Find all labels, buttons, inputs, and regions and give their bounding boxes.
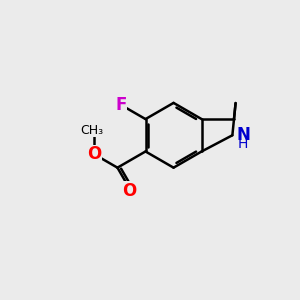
Text: O: O: [122, 182, 136, 200]
Text: O: O: [87, 146, 102, 164]
Text: N: N: [237, 126, 251, 144]
Text: H: H: [238, 136, 248, 151]
Text: CH₃: CH₃: [80, 124, 103, 136]
Text: F: F: [115, 96, 127, 114]
